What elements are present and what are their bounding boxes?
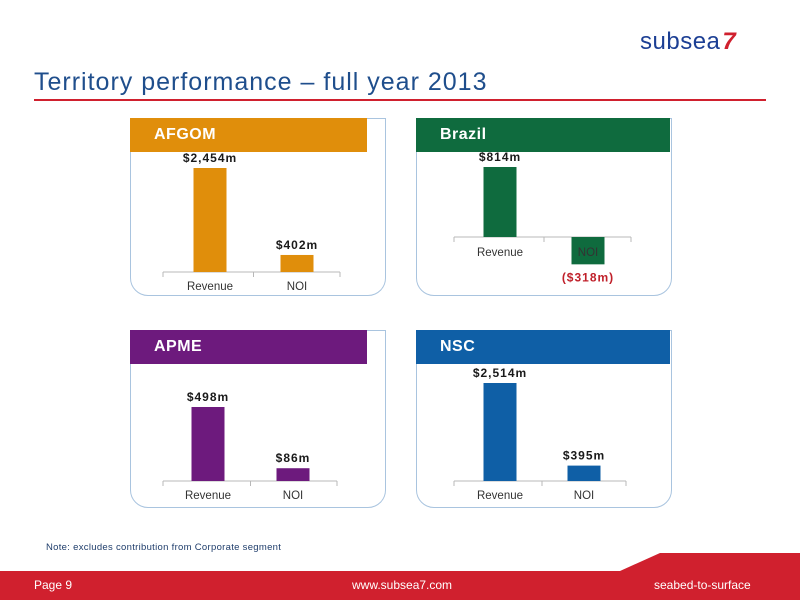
panel-header-afgom: AFGOM [130, 118, 367, 152]
page-title: Territory performance – full year 2013 [34, 68, 488, 96]
bar-noi [571, 237, 605, 265]
panel-header-apme: APME [130, 330, 367, 364]
page-number: Page 9 [34, 578, 73, 592]
category-label: NOI [283, 490, 303, 502]
category-label: NOI [287, 281, 307, 293]
data-label: ($318m) [562, 270, 614, 284]
bar-revenue [483, 383, 517, 481]
data-label: $402m [276, 238, 318, 252]
panel-header-nsc: NSC [416, 330, 670, 364]
bar-noi [280, 254, 314, 272]
chart-nsc: $2,514m Revenue $395m NOI [453, 366, 627, 502]
data-label: $498m [187, 390, 229, 404]
footnote: Note: excludes contribution from Corpora… [46, 542, 282, 553]
subsea7-logo: subsea7 [640, 28, 736, 56]
logo-number: 7 [722, 28, 737, 55]
data-label: $2,514m [473, 366, 527, 380]
category-label: Revenue [187, 281, 233, 293]
footer-url[interactable]: www.subsea7.com [352, 578, 453, 592]
footer-tagline: seabed-to-surface [654, 578, 751, 592]
category-label: NOI [578, 247, 598, 259]
footer-wedge [620, 553, 800, 571]
bar-revenue [191, 407, 225, 481]
title-divider [34, 99, 766, 101]
category-label: Revenue [477, 490, 523, 502]
chart-afgom: $2,454m Revenue $402m NOI [162, 151, 341, 293]
bar-revenue [483, 167, 517, 237]
data-label: $2,454m [183, 151, 237, 165]
logo-text: subsea [640, 28, 721, 55]
chart-brazil: $814m Revenue ($318m) NOI [453, 150, 632, 284]
footer-bar [0, 571, 800, 600]
bar-noi [567, 465, 601, 481]
bar-revenue [193, 168, 227, 272]
chart-apme: $498m Revenue $86m NOI [162, 390, 338, 502]
category-label: Revenue [477, 247, 523, 259]
bar-noi [276, 468, 310, 481]
data-label: $86m [276, 451, 311, 465]
category-label: Revenue [185, 490, 231, 502]
panel-header-brazil: Brazil [416, 118, 670, 152]
data-label: $814m [479, 150, 521, 164]
data-label: $395m [563, 449, 605, 463]
category-label: NOI [574, 490, 594, 502]
